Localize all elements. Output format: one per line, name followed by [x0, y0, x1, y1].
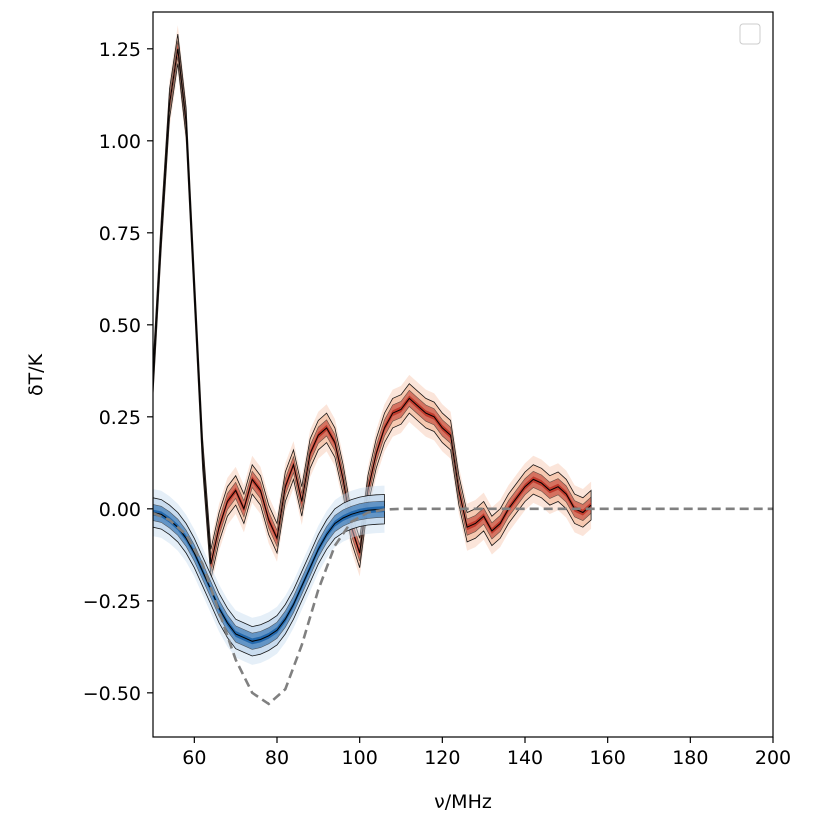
x-tick-label: 120 [424, 747, 460, 769]
data-layer [153, 25, 773, 706]
axes: 60 80 100 120 140 160 180 200 −0.50 −0.25 0.00 0.25… [83, 39, 791, 769]
band-inner [153, 40, 592, 573]
y-axis-label: δT/K [25, 353, 47, 396]
band-inner [153, 500, 385, 650]
y-tick-label: 0.00 [99, 499, 141, 521]
series-line [153, 507, 773, 706]
plot-frame [152, 11, 774, 738]
series-line [153, 48, 592, 565]
legend-box [739, 23, 761, 45]
series-signal-band [153, 485, 385, 665]
y-tick-label: 0.50 [99, 315, 141, 337]
y-tick-label: 1.25 [99, 39, 141, 61]
x-tick-label: 140 [507, 747, 543, 769]
x-tick-label: 200 [755, 747, 791, 769]
y-tick-label: −0.25 [83, 591, 141, 613]
x-tick-label: 180 [672, 747, 708, 769]
y-tick-label: 0.25 [99, 407, 141, 429]
x-tick-label: 80 [265, 747, 289, 769]
y-tick-label: 0.75 [99, 223, 141, 245]
series-line [153, 508, 385, 642]
x-tick-label: 100 [342, 747, 378, 769]
x-axis-label: ν/MHz [434, 791, 492, 813]
y-tick-label: 1.00 [99, 131, 141, 153]
series-residual-band [153, 25, 592, 588]
x-tick-label: 60 [182, 747, 206, 769]
series-reference-dashed [153, 507, 773, 706]
y-tick-label: −0.50 [83, 683, 141, 705]
x-tick-label: 160 [590, 747, 626, 769]
